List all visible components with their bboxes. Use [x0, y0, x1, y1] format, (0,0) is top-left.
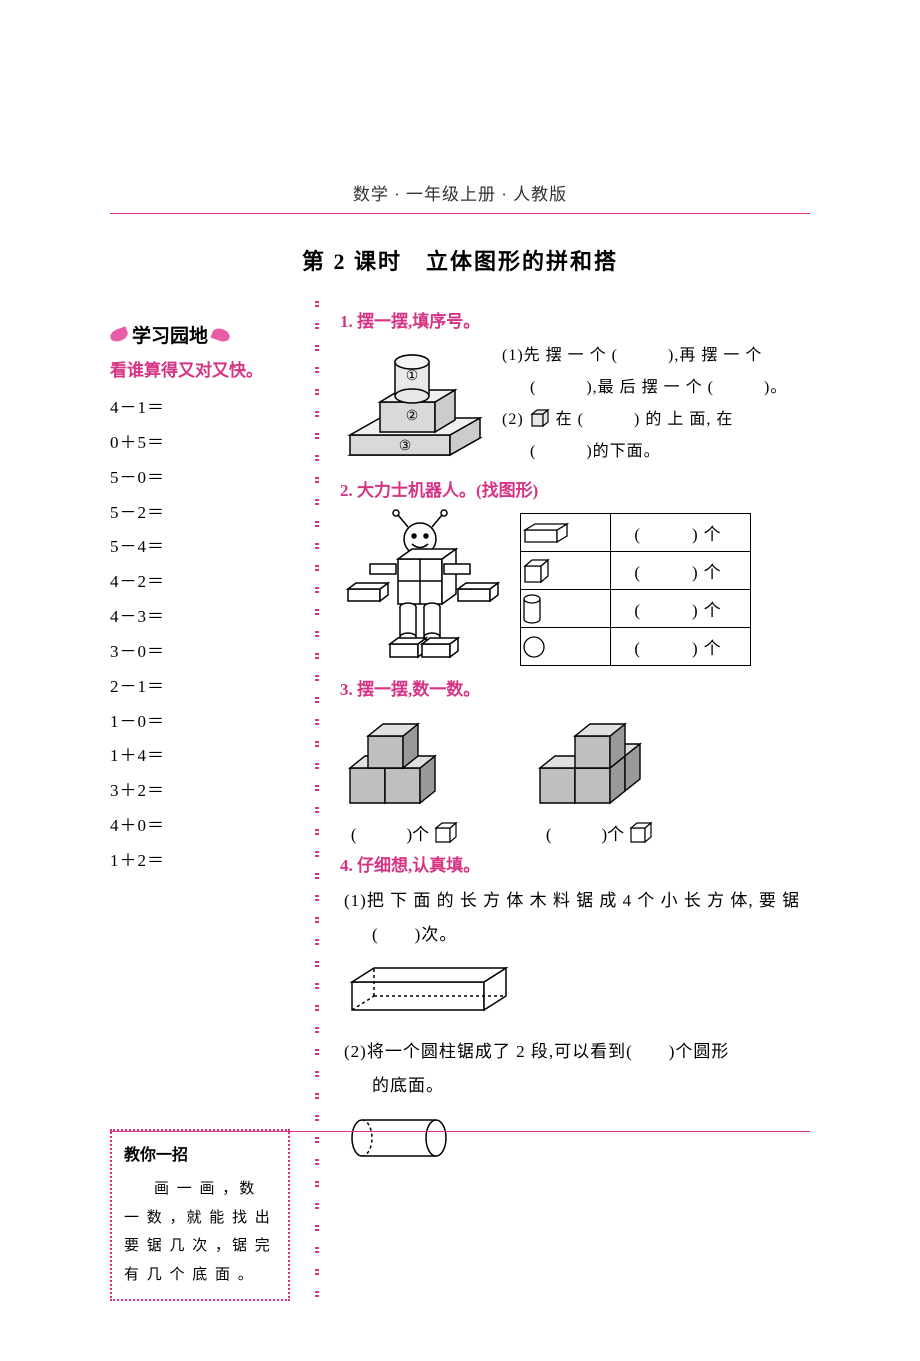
cuboid-icon	[521, 514, 611, 552]
sidebar: 学习园地 看谁算得又对又快。 4－1＝ 0＋5＝ 5－0＝ 5－2＝ 5－4＝ …	[110, 301, 300, 1301]
equation: 4－3＝	[110, 600, 300, 635]
table-row: ( )个	[521, 590, 751, 628]
tip-body: 画 一 画 ，数 一 数 ，就 能 找 出 要 锯 几 次 ，锯 完 有 几 个…	[124, 1175, 276, 1289]
svg-text:①: ①	[406, 369, 419, 384]
circle-icon	[521, 628, 611, 666]
study-badge: 学习园地	[110, 321, 300, 348]
cube-stack-figure	[530, 708, 670, 813]
paren-close: )个	[602, 820, 625, 845]
tip-title: 教你一招	[124, 1141, 276, 1171]
equation: 4－1＝	[110, 391, 300, 426]
q1-text-part: 在 (	[556, 411, 584, 428]
body: 学习园地 看谁算得又对又快。 4－1＝ 0＋5＝ 5－0＝ 5－2＝ 5－4＝ …	[110, 301, 810, 1301]
robot-figure	[340, 509, 500, 669]
svg-text:②: ②	[406, 409, 419, 424]
table-row: ( )个	[521, 628, 751, 666]
count-cell: ( )个	[611, 590, 751, 628]
q1-text-part: ) 的 上 面, 在	[634, 411, 733, 428]
lesson-title: 第 2 课时 立体图形的拼和搭	[110, 244, 810, 276]
cube-icon	[433, 819, 459, 845]
sidebar-subtitle: 看谁算得又对又快。	[110, 356, 300, 381]
q1-text-part: (2)	[502, 411, 524, 428]
equation: 5－2＝	[110, 496, 300, 531]
equation: 5－4＝	[110, 530, 300, 565]
q1-title: 1. 摆一摆,填序号。	[340, 307, 810, 332]
equation: 1＋2＝	[110, 844, 300, 879]
q4-title: 4. 仔细想,认真填。	[340, 851, 810, 876]
q2-title: 2. 大力士机器人。(找图形)	[340, 476, 810, 501]
page: 数学 · 一年级上册 · 人教版 第 2 课时 立体图形的拼和搭 学习园地 看谁…	[0, 0, 920, 1361]
cube-icon	[521, 552, 611, 590]
q3-label: ( )个	[530, 819, 670, 845]
q1-text: (1)先 摆 一 个 ( ),再 摆 一 个 ( ),最 后 摆 一 个 ( )…	[502, 340, 810, 468]
table-row: ( )个	[521, 552, 751, 590]
cube-stack-figure	[340, 708, 470, 813]
q4-text: (2)将一个圆柱锯成了 2 段,可以看到( )个圆形	[344, 1042, 729, 1061]
q1-body: ① ② ③ (1)先 摆 一 个 ( ),再 摆 一 个 ( ),最 后 摆 一…	[340, 340, 810, 470]
q4-text: ( )次。	[344, 925, 457, 944]
q1-text-part: )的下面。	[586, 443, 660, 460]
equation: 4＋0＝	[110, 809, 300, 844]
blank	[719, 379, 759, 396]
q1-text-part: (	[530, 379, 536, 396]
vertical-divider	[308, 301, 326, 1301]
header-rule	[110, 213, 810, 214]
q3-item: ( )个	[340, 708, 470, 845]
study-badge-label: 学习园地	[132, 321, 208, 348]
count-cell: ( )个	[611, 552, 751, 590]
q1-text-part: ),再 摆 一 个	[668, 347, 762, 364]
count-cell: ( )个	[611, 514, 751, 552]
cube-icon	[529, 406, 551, 428]
cube-icon	[628, 819, 654, 845]
blank	[361, 820, 403, 845]
svg-text:③: ③	[399, 439, 412, 454]
tip-box: 教你一招 画 一 画 ，数 一 数 ，就 能 找 出 要 锯 几 次 ，锯 完 …	[110, 1129, 290, 1301]
page-header: 数学 · 一年级上册 · 人教版	[110, 180, 810, 213]
equation: 4－2＝	[110, 565, 300, 600]
equation: 0＋5＝	[110, 426, 300, 461]
equation: 2－1＝	[110, 670, 300, 705]
q3-label: ( )个	[340, 819, 470, 845]
footer-rule	[110, 1131, 810, 1132]
blank	[541, 443, 581, 460]
equation: 5－0＝	[110, 461, 300, 496]
q1-text-part: (1)先 摆 一 个 (	[502, 347, 618, 364]
main-content: 1. 摆一摆,填序号。	[334, 301, 810, 1181]
blank	[623, 347, 663, 364]
q4-text: 的底面。	[344, 1076, 444, 1095]
equation: 1＋4＝	[110, 739, 300, 774]
q2-body: ( )个 ( )个	[340, 509, 810, 669]
paren-open: (	[351, 825, 357, 845]
shape-count-table: ( )个 ( )个	[520, 513, 751, 666]
blank	[556, 820, 598, 845]
q3-item: ( )个	[530, 708, 670, 845]
cylinder-figure	[344, 1113, 810, 1163]
leaf-icon	[211, 326, 232, 343]
q3-body: ( )个	[340, 708, 810, 845]
equation: 3－0＝	[110, 635, 300, 670]
q3-title: 3. 摆一摆,数一数。	[340, 675, 810, 700]
equation: 3＋2＝	[110, 774, 300, 809]
q1-text-part: (	[530, 443, 536, 460]
cuboid-figure	[344, 962, 810, 1017]
equation: 1－0＝	[110, 705, 300, 740]
q4-body: (1)把 下 面 的 长 方 体 木 料 锯 成 4 个 小 长 方 体, 要 …	[340, 884, 810, 1163]
blank	[589, 411, 629, 428]
q1-text-part: )。	[764, 379, 787, 396]
paren-close: )个	[407, 820, 430, 845]
stacked-shapes-figure: ① ② ③	[340, 340, 490, 470]
equation-list: 4－1＝ 0＋5＝ 5－0＝ 5－2＝ 5－4＝ 4－2＝ 4－3＝ 3－0＝ …	[110, 391, 300, 879]
leaf-icon	[108, 326, 129, 343]
cylinder-icon	[521, 590, 611, 628]
paren-open: (	[546, 825, 552, 845]
blank	[541, 379, 581, 396]
q4-text: (1)把 下 面 的 长 方 体 木 料 锯 成 4 个 小 长 方 体, 要 …	[344, 891, 800, 910]
q1-text-part: ),最 后 摆 一 个 (	[586, 379, 714, 396]
table-row: ( )个	[521, 514, 751, 552]
count-cell: ( )个	[611, 628, 751, 666]
